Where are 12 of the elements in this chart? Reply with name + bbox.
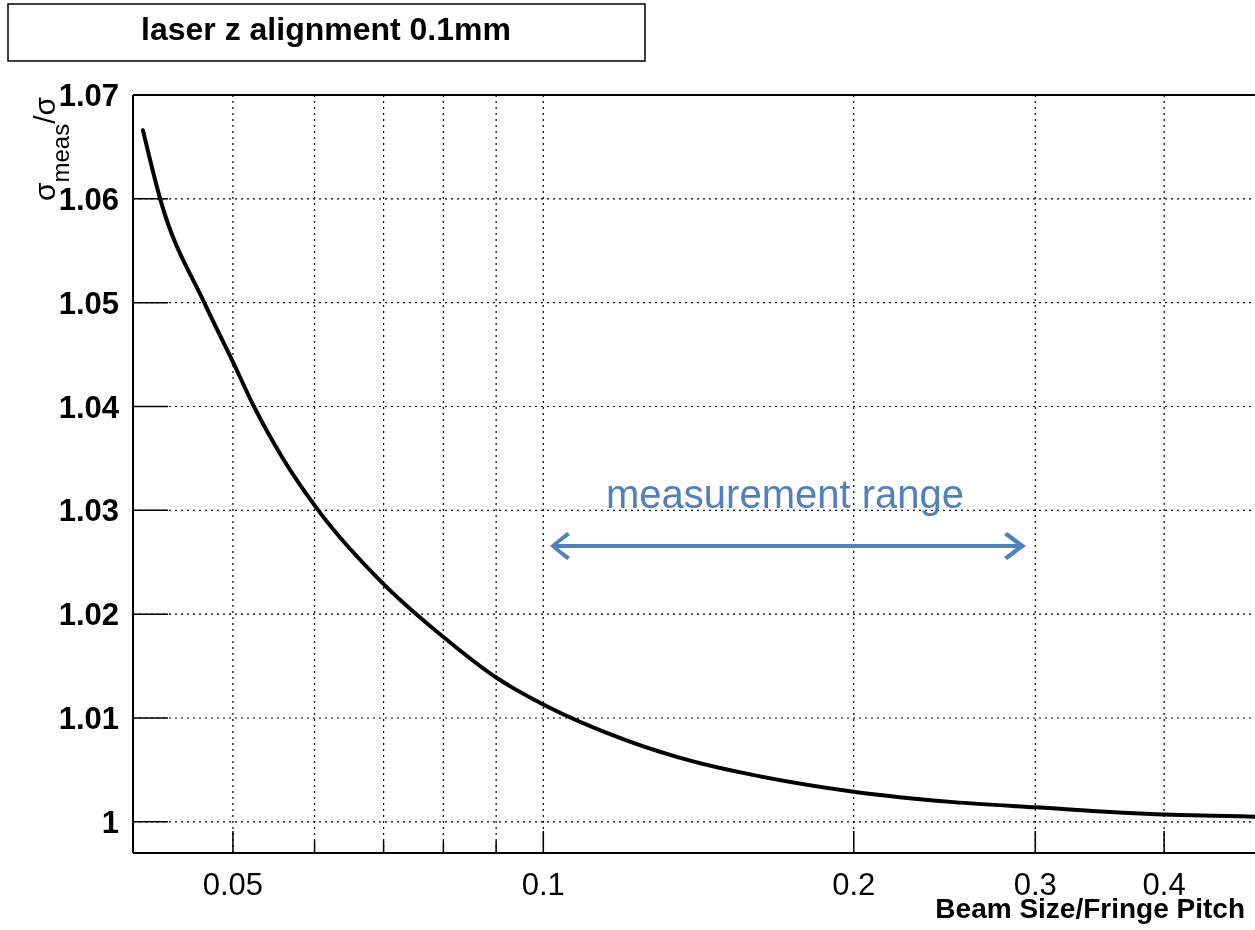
x-tick-label: 0.1 xyxy=(521,867,565,902)
chart-title: laser z alignment 0.1mm xyxy=(141,11,511,47)
y-tick-label: 1.05 xyxy=(58,285,119,321)
y-tick-label: 1 xyxy=(101,804,119,840)
y-tick-label: 1.02 xyxy=(58,597,119,633)
y-tick-label: 1.04 xyxy=(58,389,120,425)
y-tick-label: 1.06 xyxy=(58,181,119,217)
x-tick-label: 0.05 xyxy=(202,867,264,902)
annotation: measurement range xyxy=(606,472,964,516)
y-tick-label: 1.03 xyxy=(58,493,119,529)
y-tick-label: 1.01 xyxy=(58,701,119,737)
x-tick-label: 0.2 xyxy=(832,867,876,902)
